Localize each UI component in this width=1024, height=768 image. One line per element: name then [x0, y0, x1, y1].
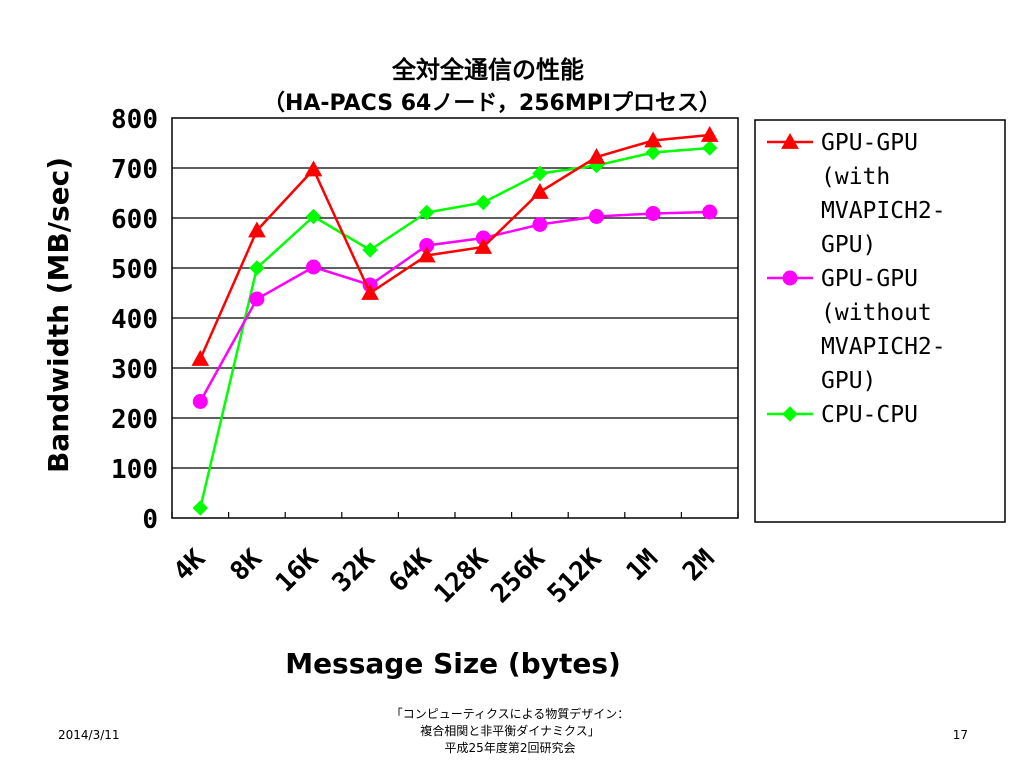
chart: 全対全通信の性能 （HA-PACS 64ノード，256MPIプロセス） 0 100…	[42, 56, 1006, 680]
page-number: 17	[952, 728, 968, 742]
data-point	[418, 204, 435, 221]
footer-event-line-2: 複合相関と非平衡ダイナミクス」	[420, 724, 600, 738]
data-point	[701, 140, 718, 156]
footer-date: 2014/3/11	[58, 728, 120, 742]
series-line	[199, 133, 710, 360]
legend-label: (without	[821, 300, 932, 326]
x-axis-label: Message Size (bytes)	[285, 647, 621, 680]
x-tick-label: 32K	[327, 543, 382, 598]
y-tick-label: 200	[111, 405, 158, 435]
y-tick-label: 600	[111, 205, 158, 235]
x-tick-label: 2M	[677, 544, 720, 587]
legend-label: GPU)	[821, 232, 876, 258]
footer-event-line-1: 「コンピューティクスによる物質デザイン：	[390, 707, 630, 721]
data-point	[305, 208, 322, 225]
legend-label: MVAPICH2-	[821, 198, 946, 224]
x-tick-label: 256K	[485, 543, 551, 609]
legend-label: (with	[821, 164, 890, 190]
legend-swatch-marker	[782, 406, 798, 422]
data-point	[531, 182, 549, 199]
series-line	[199, 146, 710, 509]
data-point	[474, 237, 493, 254]
data-point	[304, 160, 323, 177]
x-tick-label: 1M	[621, 544, 664, 587]
data-point	[532, 165, 548, 182]
data-point	[644, 131, 662, 148]
data-point	[249, 260, 265, 276]
data-point	[645, 144, 661, 161]
x-tick-label: 16K	[270, 543, 325, 598]
legend-swatch-marker	[782, 270, 798, 286]
legend-swatch-marker	[781, 132, 799, 149]
data-point	[249, 291, 265, 307]
footer-event-line-3: 平成25年度第2回研究会	[444, 741, 576, 755]
legend-box	[754, 119, 1006, 523]
data-point	[362, 242, 378, 258]
x-tick-label: 8K	[224, 543, 268, 587]
x-tick-label: 128K	[429, 543, 495, 609]
data-point	[532, 217, 548, 232]
y-tick-label: 300	[111, 355, 158, 385]
data-point	[192, 500, 209, 516]
data-point	[587, 147, 606, 164]
y-tick-label: 400	[111, 305, 158, 335]
y-tick-label: 800	[111, 105, 158, 135]
data-point	[475, 194, 492, 211]
legend: GPU-GPU (with MVAPICH2- GPU) GPU-GPU (without…	[754, 119, 1006, 523]
legend-label: CPU-CPU	[821, 402, 918, 428]
chart-title: 全対全通信の性能	[391, 56, 584, 84]
data-point	[700, 125, 719, 142]
x-tick-label: 4K	[168, 543, 212, 587]
data-point	[417, 246, 436, 263]
legend-label: GPU-GPU	[821, 266, 918, 292]
data-point	[589, 209, 604, 224]
legend-label: GPU)	[821, 368, 876, 394]
data-point	[702, 204, 718, 220]
y-tick-label: 700	[111, 155, 158, 185]
y-axis-label: Bandwidth (MB/sec)	[42, 157, 75, 473]
data-point	[306, 259, 321, 275]
data-point	[248, 221, 266, 238]
y-tick-label: 500	[111, 255, 158, 285]
data-point	[645, 206, 661, 221]
legend-label: GPU-GPU	[821, 130, 918, 156]
y-tick-label: 0	[142, 505, 158, 535]
data-point	[191, 349, 210, 366]
data-point	[192, 394, 208, 409]
legend-label: MVAPICH2-	[821, 334, 946, 360]
data-point	[361, 283, 379, 300]
x-tick-label: 512K	[542, 543, 608, 609]
chart-subtitle: （HA-PACS 64ノード，256MPIプロセス）	[263, 91, 721, 116]
series-line	[199, 210, 710, 403]
y-tick-label: 100	[111, 455, 158, 485]
footer-event: 「コンピューティクスによる物質デザイン： 複合相関と非平衡ダイナミクス」 平成2…	[330, 706, 690, 757]
